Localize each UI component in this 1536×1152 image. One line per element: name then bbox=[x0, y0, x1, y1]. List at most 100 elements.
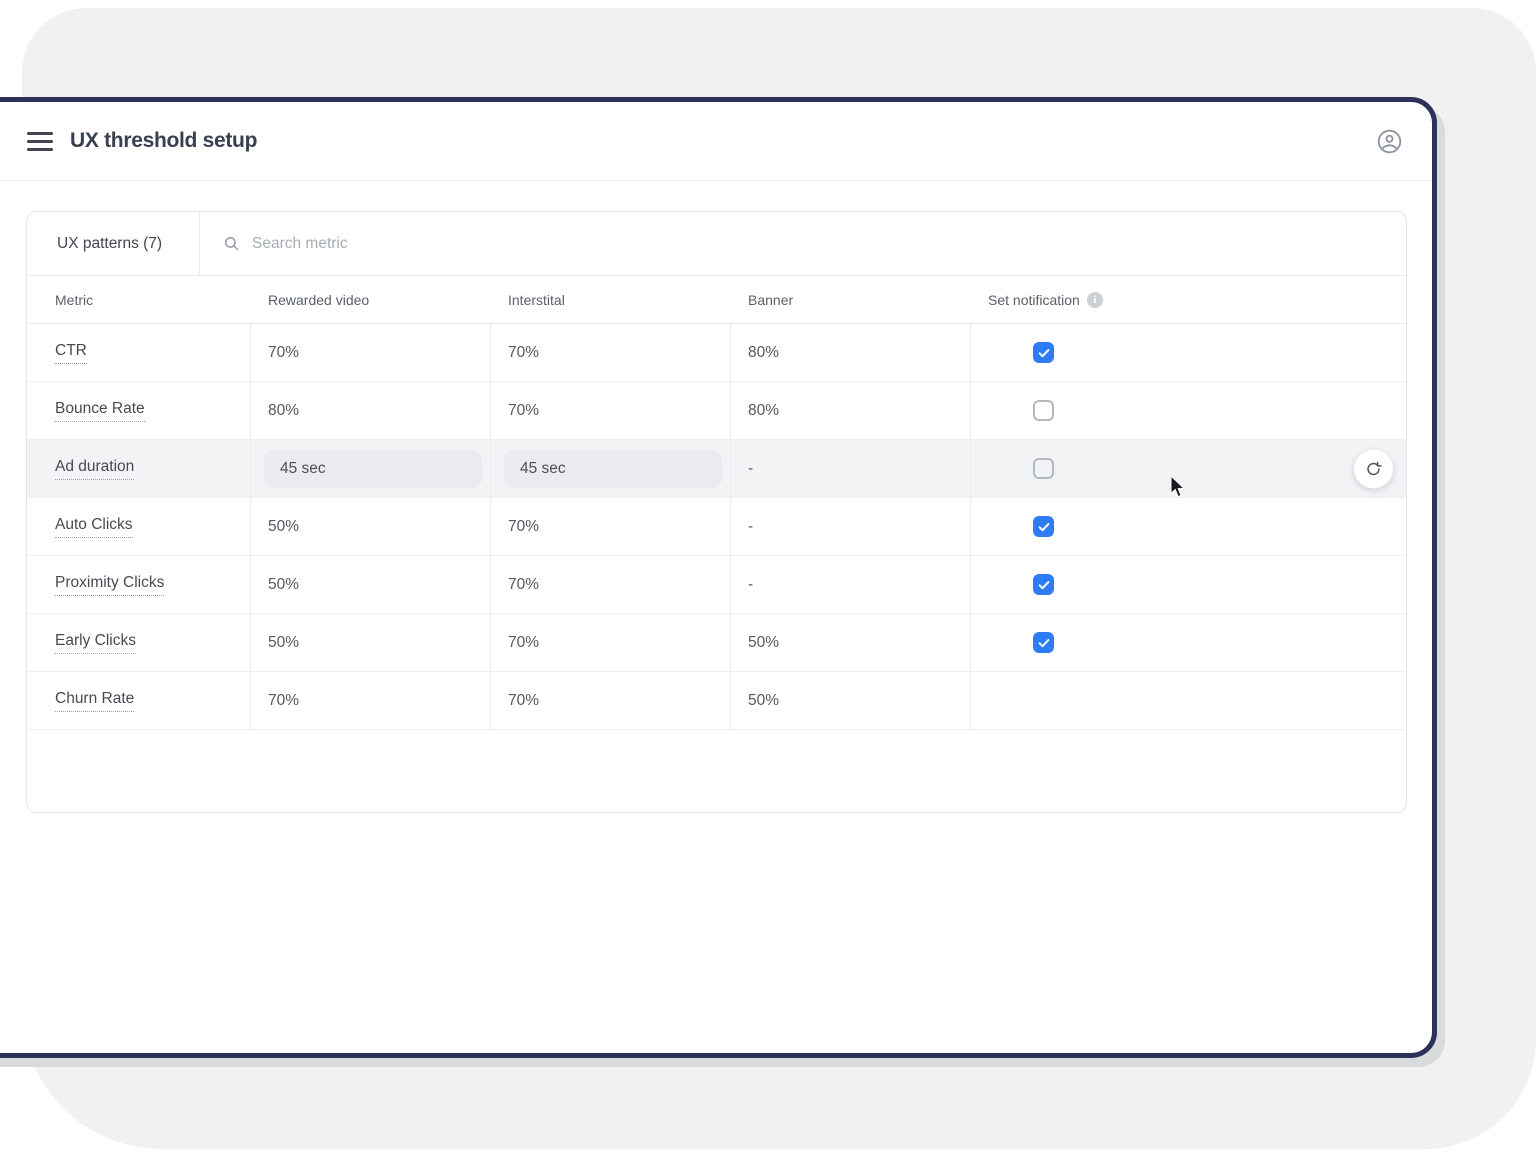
info-icon[interactable]: i bbox=[1086, 291, 1103, 308]
notification-checkbox-unchecked[interactable] bbox=[1033, 458, 1054, 479]
cell-value: 70% bbox=[268, 343, 300, 361]
cell-value: 80% bbox=[268, 401, 300, 419]
ad-duration-input[interactable]: 45 sec bbox=[504, 449, 722, 488]
table-row-5: Early Clicks 50% 70% 50% bbox=[27, 614, 1406, 672]
column-header-4: Set notification i bbox=[971, 291, 1406, 308]
cell-value: 50% bbox=[748, 633, 780, 651]
notification-checkbox-checked[interactable] bbox=[1033, 574, 1054, 595]
metric-link[interactable]: Bounce Rate bbox=[55, 400, 145, 422]
card-toolbar: UX patterns (7) bbox=[27, 212, 1406, 276]
notification-checkbox-checked[interactable] bbox=[1033, 632, 1054, 653]
cell-value: 50% bbox=[748, 691, 780, 709]
search-input[interactable] bbox=[252, 234, 652, 253]
app-header: UX threshold setup bbox=[0, 102, 1432, 181]
rewarded-video-cell: 50% bbox=[251, 614, 491, 671]
cell-value: 70% bbox=[508, 633, 540, 651]
notification-cell bbox=[971, 498, 1406, 555]
interstital-cell: 70% bbox=[491, 614, 731, 671]
search-bar bbox=[200, 212, 1406, 275]
notification-cell bbox=[971, 324, 1406, 381]
column-header-3: Banner bbox=[731, 292, 971, 308]
banner-cell: 50% bbox=[731, 614, 971, 671]
cell-value: 70% bbox=[268, 691, 300, 709]
metric-cell: Auto Clicks bbox=[27, 498, 251, 555]
interstital-cell: 70% bbox=[491, 498, 731, 555]
banner-cell: 50% bbox=[731, 672, 971, 729]
metric-link[interactable]: Proximity Clicks bbox=[55, 574, 165, 596]
notification-cell bbox=[971, 614, 1406, 671]
cell-value: 80% bbox=[748, 343, 780, 361]
cell-value: 50% bbox=[268, 575, 300, 593]
table-row-1: Bounce Rate 80% 70% 80% bbox=[27, 382, 1406, 440]
rewarded-video-cell: 50% bbox=[251, 556, 491, 613]
ux-patterns-card: UX patterns (7) Metric Rewarded video Inte… bbox=[26, 211, 1407, 813]
interstital-cell: 70% bbox=[491, 324, 731, 381]
cell-value: - bbox=[748, 459, 754, 477]
column-header-label: Interstital bbox=[508, 291, 565, 308]
interstital-cell: 45 sec bbox=[491, 440, 731, 497]
cell-value: 70% bbox=[508, 517, 540, 535]
cell-value: 70% bbox=[508, 401, 540, 419]
tab-ux-patterns[interactable]: UX patterns (7) bbox=[27, 212, 200, 275]
rewarded-video-cell: 70% bbox=[251, 324, 491, 381]
interstital-cell: 70% bbox=[491, 382, 731, 439]
table-header-row: Metric Rewarded video Interstital Banner Set… bbox=[27, 276, 1406, 324]
metric-cell: Early Clicks bbox=[27, 614, 251, 671]
column-header-label: Metric bbox=[55, 291, 94, 308]
cell-value: 70% bbox=[508, 691, 540, 709]
banner-cell: 80% bbox=[731, 324, 971, 381]
rewarded-video-cell: 50% bbox=[251, 498, 491, 555]
metric-link[interactable]: Ad duration bbox=[55, 458, 135, 480]
cell-value: 70% bbox=[508, 343, 540, 361]
notification-cell bbox=[971, 382, 1406, 439]
notification-checkbox-checked[interactable] bbox=[1033, 516, 1054, 537]
banner-cell: - bbox=[731, 440, 971, 497]
banner-cell: 80% bbox=[731, 382, 971, 439]
table-body: CTR 70% 70% 80% Bounce Rate 80% 70% 80% Ad durat… bbox=[27, 324, 1406, 730]
notification-checkbox-checked[interactable] bbox=[1033, 342, 1054, 363]
metric-cell: Churn Rate bbox=[27, 672, 251, 729]
table-row-6: Churn Rate 70% 70% 50% bbox=[27, 672, 1406, 730]
table-row-0: CTR 70% 70% 80% bbox=[27, 324, 1406, 382]
app-window: UX threshold setup UX patterns (7) bbox=[0, 97, 1437, 1058]
column-header-1: Rewarded video bbox=[251, 292, 491, 308]
notification-cell bbox=[971, 556, 1406, 613]
ad-duration-input[interactable]: 45 sec bbox=[264, 449, 482, 488]
column-header-label: Banner bbox=[748, 291, 794, 308]
cell-value: 50% bbox=[268, 517, 300, 535]
cell-value: - bbox=[748, 517, 754, 535]
table-row-3: Auto Clicks 50% 70% - bbox=[27, 498, 1406, 556]
notification-checkbox-unchecked[interactable] bbox=[1033, 400, 1054, 421]
hamburger-menu-icon[interactable] bbox=[27, 131, 53, 151]
search-icon bbox=[225, 237, 239, 251]
metric-link[interactable]: Churn Rate bbox=[55, 690, 135, 712]
cell-value: 70% bbox=[508, 575, 540, 593]
notification-cell bbox=[971, 672, 1406, 729]
metric-cell: Ad duration bbox=[27, 440, 251, 497]
metric-cell: CTR bbox=[27, 324, 251, 381]
notification-cell bbox=[971, 440, 1406, 497]
cell-value: 50% bbox=[268, 633, 300, 651]
rewarded-video-cell: 70% bbox=[251, 672, 491, 729]
cell-value: 80% bbox=[748, 401, 780, 419]
metric-cell: Bounce Rate bbox=[27, 382, 251, 439]
metric-cell: Proximity Clicks bbox=[27, 556, 251, 613]
column-header-label: Set notification bbox=[988, 291, 1080, 308]
banner-cell: - bbox=[731, 556, 971, 613]
cell-value: - bbox=[748, 575, 754, 593]
banner-cell: - bbox=[731, 498, 971, 555]
metric-link[interactable]: CTR bbox=[55, 342, 87, 364]
metric-link[interactable]: Auto Clicks bbox=[55, 516, 133, 538]
rewarded-video-cell: 45 sec bbox=[251, 440, 491, 497]
user-avatar-icon[interactable] bbox=[1376, 128, 1403, 155]
column-header-0: Metric bbox=[27, 292, 251, 308]
metric-link[interactable]: Early Clicks bbox=[55, 632, 136, 654]
column-header-2: Interstital bbox=[491, 292, 731, 308]
rewarded-video-cell: 80% bbox=[251, 382, 491, 439]
interstital-cell: 70% bbox=[491, 672, 731, 729]
table-row-4: Proximity Clicks 50% 70% - bbox=[27, 556, 1406, 614]
refresh-button[interactable] bbox=[1354, 449, 1393, 488]
interstital-cell: 70% bbox=[491, 556, 731, 613]
page-title: UX threshold setup bbox=[70, 129, 258, 152]
